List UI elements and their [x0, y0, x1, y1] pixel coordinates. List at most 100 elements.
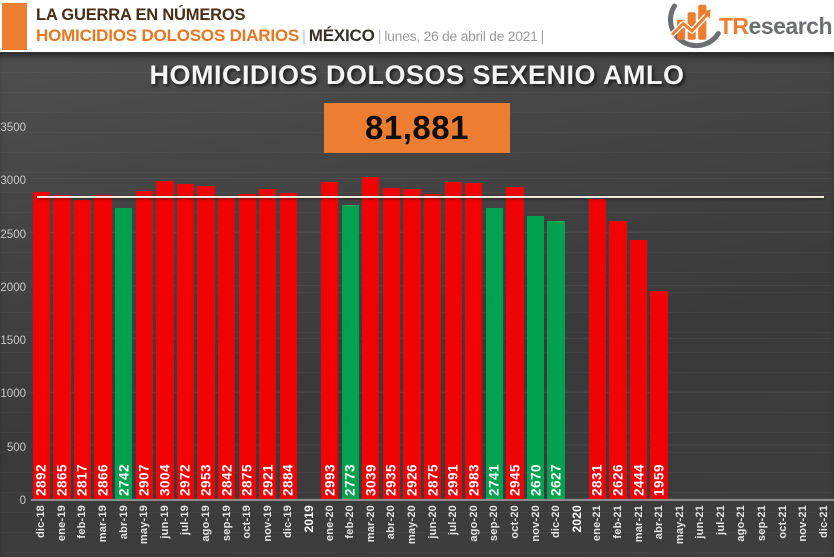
bar-slot: 2983 [463, 128, 484, 499]
bar-slot: 2842 [216, 128, 237, 499]
country-label: MÉXICO [308, 26, 375, 45]
bar-slot: 2926 [402, 128, 423, 499]
bar-mar-21: 2444 [629, 239, 648, 499]
bar-nov-19: 2921 [259, 189, 277, 499]
empty-slot [711, 128, 732, 499]
bar-oct-20: 2945 [506, 186, 524, 499]
x-tick-label: mar-19 [97, 505, 110, 543]
bar-value-label: 2953 [198, 463, 214, 496]
x-tick-cell: ago-19 [196, 505, 217, 555]
bar-abr-20: 2935 [382, 187, 401, 499]
bar-value-label: 2741 [486, 463, 502, 496]
bar-value-label: 2983 [466, 463, 482, 496]
empty-slot [566, 128, 587, 499]
x-tick-label: may-21 [673, 505, 686, 545]
bar-slot: 2993 [319, 128, 340, 499]
x-tick-label: feb-21 [611, 505, 624, 539]
bar-sep-19: 2842 [217, 197, 236, 499]
bar-slot: 2866 [93, 128, 114, 499]
x-tick-label: oct-20 [508, 505, 521, 539]
x-tick-cell: dic-20 [546, 505, 567, 555]
bar-slot: 2865 [52, 128, 73, 499]
x-tick-label: feb-20 [344, 505, 357, 539]
empty-slot [772, 128, 793, 499]
x-tick-label: mar-21 [632, 505, 645, 543]
x-tick-label: ene-19 [55, 505, 68, 542]
x-tick-cell: sep-19 [216, 505, 237, 555]
y-tick-label: 0 [19, 495, 26, 507]
bar-value-label: 2773 [342, 463, 358, 496]
x-tick-label: oct-21 [776, 505, 789, 539]
x-tick-label: jun-19 [158, 505, 171, 539]
bar-value-label: 2670 [528, 463, 544, 496]
bar-value-label: 1959 [651, 463, 667, 496]
x-tick-cell: sep-21 [752, 505, 773, 555]
x-tick-cell: jun-20 [422, 505, 443, 555]
x-tick-label: sep-20 [488, 505, 501, 542]
header-titles: LA GUERRA EN NÚMEROS HOMICIDIOS DOLOSOS … [36, 5, 547, 48]
bar-value-label: 3039 [363, 463, 379, 496]
bar-value-label: 2842 [219, 463, 235, 496]
x-tick-label: sep-19 [220, 505, 233, 542]
x-tick-cell: ago-20 [463, 505, 484, 555]
logo-wordmark: TResearch [718, 12, 833, 39]
bar-slot: 2626 [608, 128, 629, 499]
x-tick-cell: nov-20 [525, 505, 546, 555]
x-tick-label: dic-20 [550, 505, 563, 538]
x-tick-cell: may-20 [402, 505, 423, 555]
bar-slot: 1959 [649, 128, 670, 499]
x-tick-label: ago-19 [200, 505, 213, 542]
empty-slot [752, 128, 773, 499]
x-tick-label: nov-20 [529, 505, 542, 542]
bar-dic-18: 2892 [32, 192, 50, 499]
x-tick-cell: nov-19 [258, 505, 279, 555]
x-tick-cell: feb-20 [340, 505, 361, 555]
x-tick-cell: ene-19 [52, 505, 73, 555]
separator: | [302, 28, 306, 45]
x-tick-cell: ene-21 [587, 505, 608, 555]
x-tick-cell: abr-19 [113, 505, 134, 555]
bar-slot: 2670 [525, 128, 546, 499]
x-tick-cell: jun-19 [155, 505, 176, 555]
bar-oct-19: 2875 [238, 194, 256, 499]
bar-dic-20: 2627 [547, 220, 565, 499]
bar-dic-19: 2884 [279, 193, 298, 499]
x-tick-cell: 2019 [299, 505, 320, 555]
bar-jun-20: 2875 [423, 194, 442, 499]
bar-feb-19: 2817 [73, 200, 92, 499]
x-axis: dic-18 ene-19 feb-19 mar-19 abr-19 may-19 jun-… [31, 505, 834, 555]
bar-jul-19: 2972 [176, 183, 195, 499]
bar-value-label: 2627 [548, 463, 564, 496]
y-tick-label: 2000 [0, 281, 26, 294]
y-tick-label: 1000 [0, 388, 26, 401]
x-tick-cell: mar-21 [628, 505, 649, 555]
x-tick-cell: feb-21 [608, 505, 629, 555]
x-tick-label: feb-19 [76, 505, 89, 539]
bar-feb-21: 2626 [609, 220, 627, 499]
x-tick-label: dic-21 [817, 505, 830, 538]
x-tick-cell: jul-19 [175, 505, 196, 555]
bar-value-label: 2892 [33, 463, 49, 496]
x-tick-label: abr-19 [117, 505, 130, 540]
empty-slot [731, 128, 752, 499]
bar-nov-20: 2670 [526, 215, 545, 499]
bar-ago-20: 2983 [465, 182, 483, 499]
y-axis: 0 500 1000 1500 2000 2500 3000 3500 [0, 122, 26, 507]
empty-slot [690, 128, 711, 499]
y-tick-label: 2500 [0, 228, 26, 241]
bar-slot: 2953 [196, 128, 217, 499]
bar-ene-19: 2865 [53, 195, 71, 499]
separator: | [377, 28, 382, 45]
bar-mar-19: 2866 [94, 195, 112, 499]
x-tick-cell: jul-20 [443, 505, 464, 555]
y-tick-label: 3000 [0, 175, 26, 188]
bar-slot: 3004 [155, 128, 176, 499]
bar-feb-20: 2773 [341, 205, 359, 499]
x-tick-label: dic-19 [282, 505, 295, 538]
bar-slot: 2991 [443, 128, 464, 499]
bar-value-label: 2993 [322, 463, 338, 496]
bar-value-label: 2831 [589, 463, 605, 496]
bar-slot: 2741 [484, 128, 505, 499]
empty-slot [299, 128, 320, 499]
